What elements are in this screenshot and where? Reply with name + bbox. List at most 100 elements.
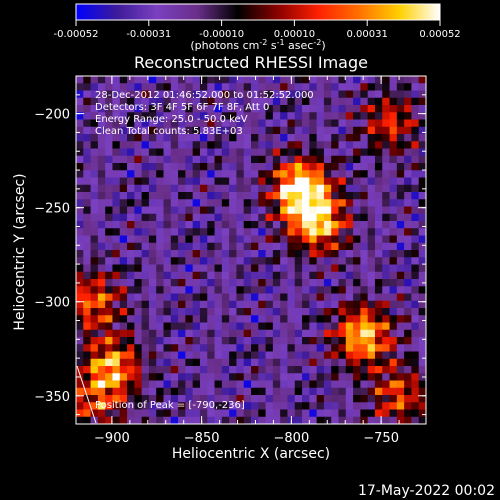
x-axis-title: Heliocentric X (arcsec)	[172, 446, 330, 462]
x-tick-label: −900	[94, 431, 130, 446]
heatmap-cell	[309, 329, 318, 338]
heatmap-cell	[389, 293, 398, 302]
heatmap-cell	[294, 409, 303, 418]
heatmap-cell	[280, 264, 289, 273]
heatmap-cell	[127, 163, 135, 171]
heatmap-cell	[105, 380, 114, 389]
heatmap-cell	[353, 170, 361, 179]
heatmap-cell	[236, 134, 245, 142]
heatmap-cell	[185, 112, 194, 121]
heatmap-cell	[382, 221, 391, 229]
heatmap-cell	[374, 206, 383, 215]
heatmap-cell	[134, 206, 143, 215]
heatmap-cell	[316, 279, 325, 287]
heatmap-cell	[331, 409, 340, 418]
heatmap-cell	[338, 300, 347, 309]
heatmap-cell	[345, 213, 354, 222]
heatmap-cell	[280, 416, 289, 424]
heatmap-cell	[404, 76, 413, 84]
heatmap-cell	[97, 409, 106, 418]
heatmap-cell	[148, 141, 157, 150]
heatmap-cell	[148, 293, 157, 302]
heatmap-cell	[418, 358, 426, 367]
heatmap-cell	[309, 380, 318, 389]
heatmap-cell	[396, 126, 405, 135]
heatmap-cell	[258, 380, 267, 389]
heatmap-cell	[404, 358, 413, 367]
heatmap-cell	[389, 315, 398, 324]
heatmap-cell	[251, 213, 259, 222]
heatmap-cell	[163, 141, 172, 150]
heatmap-cell	[141, 351, 150, 360]
heatmap-cell	[302, 134, 310, 142]
heatmap-cell	[83, 250, 92, 258]
heatmap-cell	[112, 221, 121, 229]
heatmap-cell	[163, 344, 172, 353]
heatmap-cell	[105, 177, 114, 186]
heatmap-cell	[374, 315, 383, 324]
heatmap-cell	[404, 402, 413, 411]
heatmap-cell	[148, 279, 157, 287]
heatmap-cell	[156, 373, 165, 382]
heatmap-cell	[404, 206, 413, 215]
heatmap-cell	[97, 250, 106, 258]
heatmap-cell	[418, 300, 426, 309]
heatmap-cell	[178, 148, 186, 157]
heatmap-cell	[243, 387, 252, 396]
heatmap-cell	[404, 112, 413, 121]
heatmap-cell	[272, 250, 281, 258]
heatmap-cell	[272, 315, 281, 324]
heatmap-cell	[404, 184, 413, 193]
heatmap-cell	[134, 416, 143, 424]
heatmap-cell	[83, 206, 92, 215]
heatmap-cell	[353, 177, 361, 186]
heatmap-cell	[294, 206, 303, 215]
heatmap-cell	[367, 90, 376, 99]
heatmap-cell	[199, 358, 208, 367]
heatmap-cell	[83, 221, 92, 229]
heatmap-cell	[243, 83, 252, 92]
heatmap-cell	[353, 148, 361, 157]
heatmap-cell	[323, 387, 332, 396]
heatmap-cell	[309, 206, 318, 215]
heatmap-cell	[331, 184, 340, 193]
heatmap-cell	[367, 337, 376, 345]
heatmap-cell	[236, 329, 245, 338]
heatmap-cell	[323, 97, 332, 106]
heatmap-cell	[272, 242, 281, 251]
heatmap-cell	[178, 257, 186, 266]
heatmap-cell	[382, 416, 391, 424]
heatmap-cell	[134, 264, 143, 273]
heatmap-cell	[134, 148, 143, 157]
heatmap-cell	[309, 293, 318, 302]
heatmap-cell	[360, 141, 369, 150]
heatmap-cell	[251, 170, 259, 179]
heatmap-cell	[411, 126, 420, 135]
heatmap-cell	[302, 337, 310, 345]
heatmap-cell	[251, 308, 259, 316]
heatmap-cell	[141, 192, 150, 200]
heatmap-cell	[258, 315, 267, 324]
heatmap-cell	[119, 76, 128, 84]
heatmap-cell	[396, 97, 405, 106]
heatmap-cell	[134, 337, 143, 345]
heatmap-cell	[331, 257, 340, 266]
heatmap-cell	[90, 97, 99, 106]
heatmap-cell	[396, 308, 405, 316]
heatmap-cell	[374, 76, 383, 84]
heatmap-cell	[214, 76, 223, 84]
heatmap-cell	[243, 170, 252, 179]
heatmap-cell	[331, 192, 340, 200]
heatmap-cell	[323, 221, 332, 229]
heatmap-cell	[76, 242, 84, 251]
heatmap-cell	[134, 184, 143, 193]
heatmap-cell	[251, 351, 259, 360]
heatmap-cell	[331, 76, 340, 84]
heatmap-cell	[309, 90, 318, 99]
heatmap-cell	[199, 177, 208, 186]
heatmap-cell	[221, 329, 230, 338]
heatmap-cell	[221, 351, 230, 360]
heatmap-cell	[178, 402, 186, 411]
heatmap-cell	[148, 134, 157, 142]
heatmap-cell	[404, 126, 413, 135]
